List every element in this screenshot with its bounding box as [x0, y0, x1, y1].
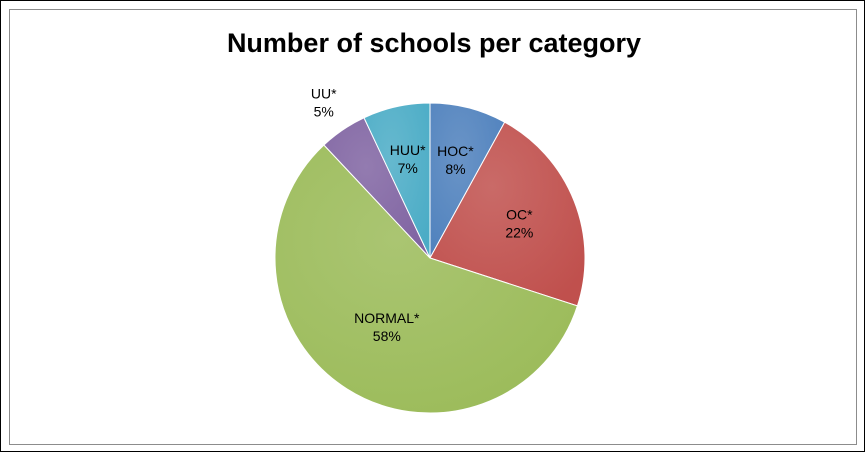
pie-chart: HOC* 8% OC* 22% NORMAL* 58% UU* 5% HUU* 7% — [274, 86, 586, 414]
slice-percent-label: 22% — [505, 225, 533, 241]
slice-label: NORMAL* — [354, 310, 420, 326]
slice-percent-label: 5% — [314, 104, 334, 120]
chart-title: Number of schools per category — [226, 28, 642, 58]
slice-label: OC* — [506, 207, 533, 223]
slice-label: HOC* — [437, 143, 474, 159]
slice-label: UU* — [311, 86, 337, 102]
slice-percent-label: 58% — [373, 328, 401, 344]
slice-percent-label: 8% — [445, 161, 465, 177]
chart-area: Number of schools per category HOC* 8% OC*… — [9, 9, 857, 445]
pie-slice-huu — [363, 102, 431, 259]
slice-label: HUU* — [390, 142, 426, 158]
pie-slice-normal — [274, 144, 579, 414]
slice-percent-label: 7% — [398, 160, 418, 176]
pie-slice-oc — [429, 121, 586, 307]
